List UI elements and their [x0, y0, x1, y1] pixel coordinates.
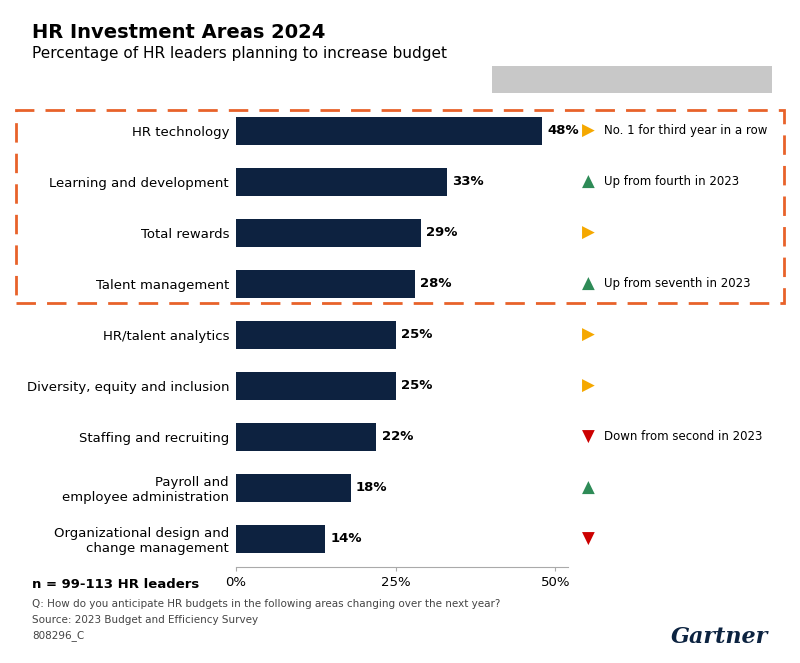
Text: Difference from 2023: Difference from 2023 — [557, 73, 707, 86]
Text: 14%: 14% — [330, 532, 362, 545]
Bar — [236, 423, 377, 451]
Bar — [236, 117, 542, 145]
Bar — [236, 372, 396, 400]
Text: 29%: 29% — [426, 226, 458, 239]
Text: 33%: 33% — [452, 175, 483, 188]
Text: ▼: ▼ — [582, 428, 594, 446]
Bar — [236, 525, 326, 553]
Text: Q: How do you anticipate HR budgets in the following areas changing over the nex: Q: How do you anticipate HR budgets in t… — [32, 599, 500, 609]
Bar — [236, 270, 414, 298]
Text: 22%: 22% — [382, 430, 413, 444]
Bar — [236, 219, 421, 247]
Text: 18%: 18% — [356, 481, 387, 495]
Text: ▶: ▶ — [582, 326, 594, 344]
Text: n = 99-113 HR leaders: n = 99-113 HR leaders — [32, 578, 199, 591]
Bar — [236, 168, 446, 196]
Text: 25%: 25% — [401, 328, 432, 341]
Bar — [236, 321, 396, 349]
Text: Gartner: Gartner — [670, 627, 768, 648]
Text: ▼: ▼ — [582, 530, 594, 548]
Text: Up from seventh in 2023: Up from seventh in 2023 — [604, 277, 750, 290]
Bar — [236, 474, 351, 502]
Text: ▲: ▲ — [582, 275, 594, 293]
Text: 48%: 48% — [547, 125, 579, 137]
Text: ▶: ▶ — [582, 377, 594, 394]
Text: ▶: ▶ — [582, 122, 594, 140]
Text: Percentage of HR leaders planning to increase budget: Percentage of HR leaders planning to inc… — [32, 46, 447, 62]
Text: ▶: ▶ — [582, 224, 594, 242]
Text: Down from second in 2023: Down from second in 2023 — [604, 430, 762, 444]
Text: HR Investment Areas 2024: HR Investment Areas 2024 — [32, 23, 326, 42]
Text: 25%: 25% — [401, 379, 432, 392]
Text: ▲: ▲ — [582, 479, 594, 497]
Text: Source: 2023 Budget and Efficiency Survey: Source: 2023 Budget and Efficiency Surve… — [32, 615, 258, 625]
Text: ▲: ▲ — [582, 173, 594, 191]
Text: 28%: 28% — [420, 277, 451, 290]
Text: Up from fourth in 2023: Up from fourth in 2023 — [604, 175, 739, 188]
Text: No. 1 for third year in a row: No. 1 for third year in a row — [604, 125, 767, 137]
Text: 808296_C: 808296_C — [32, 630, 84, 640]
